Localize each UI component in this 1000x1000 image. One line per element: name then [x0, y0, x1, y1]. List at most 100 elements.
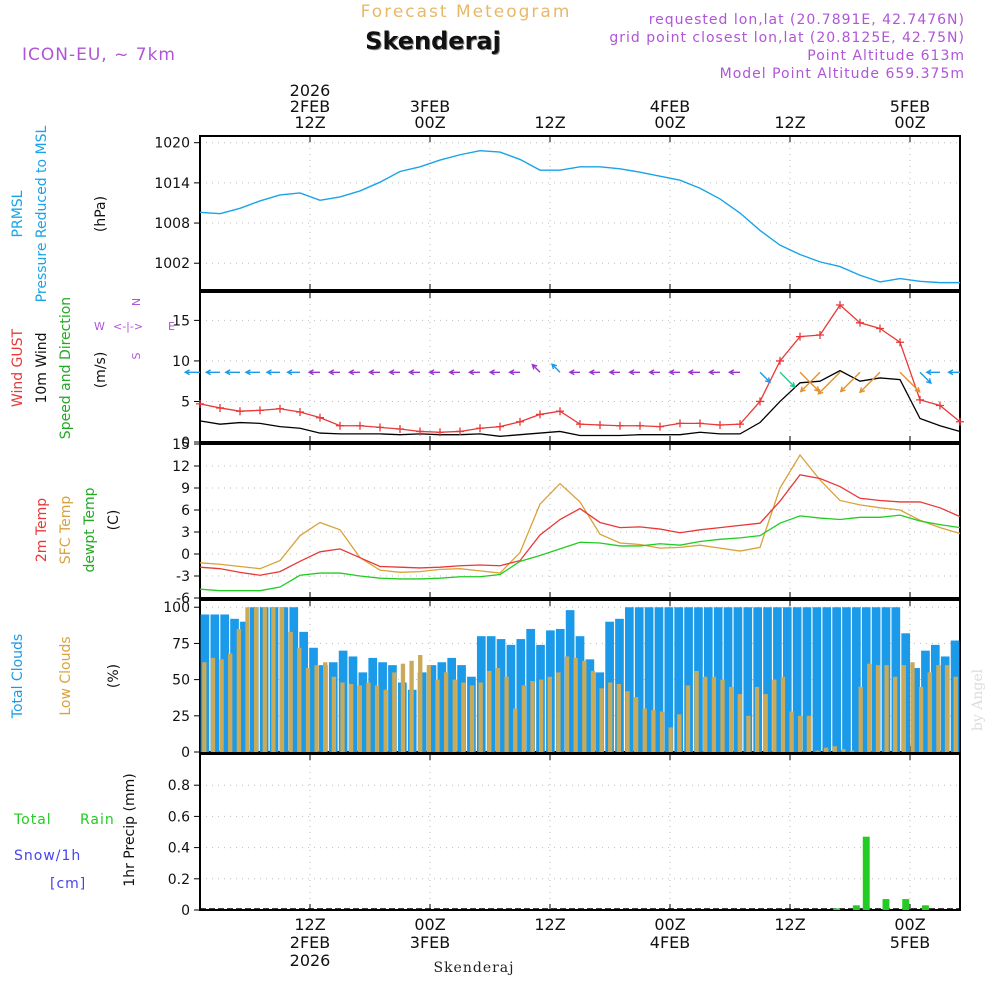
compass-s: S	[130, 352, 143, 359]
total-cloud-bar	[309, 647, 318, 752]
panel-frame	[199, 291, 961, 443]
low-cloud-bar	[858, 686, 863, 752]
temp-dew-series-line	[199, 514, 961, 592]
total-cloud-bar	[921, 650, 930, 752]
panel-frame	[199, 443, 961, 599]
temp-2m-label: 2m Temp	[34, 498, 50, 562]
low-cloud-bar	[867, 663, 872, 752]
wind-direction-arrow	[448, 369, 460, 376]
low-cloud-bar	[418, 655, 423, 752]
low-cloud-bar	[392, 672, 397, 752]
wind-direction-arrow	[727, 369, 740, 376]
low-cloud-bar	[495, 668, 501, 752]
total-cloud-bar	[773, 607, 782, 752]
low-cloud-bar	[236, 628, 242, 752]
wind-direction-arrow	[687, 369, 700, 376]
wind-gust-point	[476, 424, 484, 433]
wind-gust-point	[416, 427, 424, 436]
precip-rain-bar	[862, 836, 870, 910]
low-cloud-bar	[253, 607, 259, 752]
low-cloud-bar	[210, 657, 216, 752]
total-cloud-bar	[427, 665, 437, 752]
total-cloud-bar	[713, 607, 723, 752]
low-cloud-bar	[538, 679, 544, 752]
precip-ylabel: 1hr Precip (mm)	[122, 773, 138, 886]
low-cloud-bar	[279, 607, 285, 752]
low-cloud-bar	[564, 656, 570, 752]
bottom-time-label: 5FEB	[890, 933, 930, 952]
y-tick-label: 6	[181, 503, 190, 519]
low-cloud-bar	[202, 662, 207, 752]
wind-direction-arrow	[183, 369, 200, 376]
wind-direction-arrow	[839, 371, 861, 393]
total-cloud-bar	[723, 607, 733, 752]
bottom-time-label: 12Z	[294, 915, 325, 934]
wind-direction-arrow	[388, 369, 400, 376]
total-cloud-bar	[703, 607, 713, 752]
low-cloud-bar	[590, 670, 596, 752]
low-cloud-bar	[720, 679, 725, 752]
wind-gust-point	[956, 417, 964, 426]
low-cloud-bar	[936, 665, 941, 752]
wind-direction-arrow	[668, 369, 680, 376]
footer-location: Skenderaj	[433, 960, 514, 976]
precip-rain-bar	[902, 899, 910, 910]
top-time-label: 12Z	[534, 113, 565, 132]
wind-gust-point	[876, 324, 884, 333]
low-cloud-bar	[875, 665, 881, 752]
low-cloud-bar	[314, 665, 319, 752]
wind-gust-point	[536, 410, 544, 419]
wind-speed-dir-label: Speed and Direction	[58, 297, 74, 439]
total-cloud-bar	[763, 607, 772, 752]
low-cloud-bar	[271, 607, 276, 752]
low-cloud-bar	[754, 686, 760, 752]
wind-gust-point	[336, 421, 344, 430]
total-cloud-bar	[220, 614, 230, 752]
total-cloud-bar	[506, 644, 516, 752]
bottom-time-label: 00Z	[654, 915, 685, 934]
wind-direction-arrow	[759, 371, 772, 384]
total-cloud-bar	[437, 662, 447, 752]
wind-direction-arrow	[531, 363, 541, 373]
bottom-time-label: 12Z	[534, 915, 565, 934]
wind-gust-point	[376, 423, 384, 432]
low-cloud-bar	[823, 747, 829, 752]
low-cloud-bar	[426, 665, 432, 752]
pressure-label-prmsl: PRMSL	[10, 190, 26, 237]
total-cloud-bar	[812, 607, 822, 752]
wind-direction-arrow	[568, 369, 580, 376]
total-cloud-bar	[782, 607, 792, 752]
panel-2: -6 -3 0 3 6 9 12 15	[172, 437, 961, 607]
wind-direction-arrow	[707, 369, 720, 376]
wind-gust-point	[396, 425, 404, 434]
precip-total-label: Total	[13, 812, 52, 828]
low-cloud-bar	[694, 670, 699, 752]
total-cloud-bar	[496, 639, 506, 752]
total-cloud-bar	[753, 607, 762, 752]
wind-gust-point	[196, 399, 204, 408]
low-cloud-bar	[677, 714, 682, 752]
low-cloud-bar	[469, 685, 475, 752]
total-cloud-bar	[832, 607, 841, 752]
low-cloud-bar	[616, 683, 622, 752]
panel-frame	[199, 135, 961, 291]
pressure-unit: (hPa)	[93, 196, 109, 232]
low-cloud-bar	[763, 694, 768, 752]
low-cloud-bar	[530, 681, 535, 752]
wind-direction-arrow	[899, 371, 921, 393]
low-cloud-bar	[297, 647, 302, 752]
low-cloud-bar	[642, 708, 647, 752]
total-cloud-bar	[822, 607, 832, 752]
y-tick-label: 0	[181, 547, 190, 563]
wind-direction-arrow	[799, 371, 821, 393]
wind-direction-arrow	[265, 369, 280, 376]
top-time-label: 2FEB	[290, 97, 330, 116]
low-cloud-bar	[711, 676, 717, 752]
total-cloud-bar	[852, 607, 861, 752]
clouds-unit: (%)	[106, 664, 122, 688]
temp-2m-series-line	[199, 474, 961, 576]
wind-gust-series-line	[199, 303, 961, 433]
total-cloud-bar	[358, 672, 368, 752]
low-cloud-bar	[409, 660, 414, 752]
